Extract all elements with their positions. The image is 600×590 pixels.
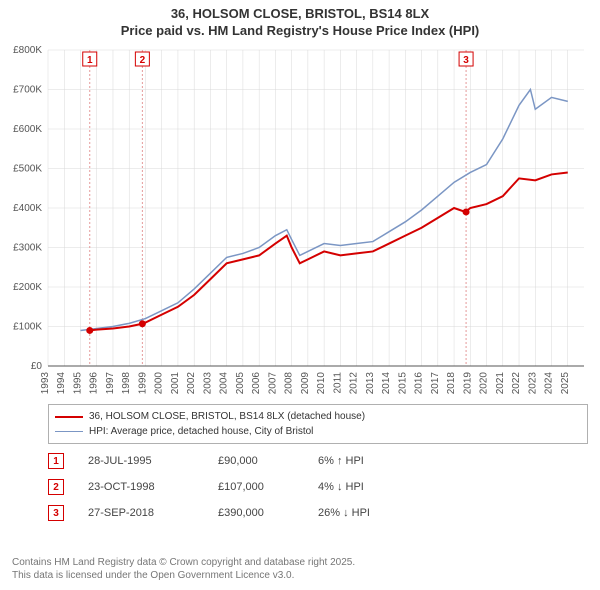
- svg-text:2019: 2019: [462, 372, 473, 395]
- footer-line1: Contains HM Land Registry data © Crown c…: [12, 556, 355, 569]
- svg-text:£300K: £300K: [13, 243, 42, 254]
- svg-text:2: 2: [140, 55, 146, 66]
- transaction-date: 23-OCT-1998: [88, 481, 218, 493]
- svg-text:£200K: £200K: [13, 282, 42, 293]
- svg-text:1998: 1998: [121, 372, 132, 395]
- svg-text:2014: 2014: [381, 372, 392, 395]
- transaction-marker: 3: [48, 505, 64, 521]
- svg-text:1: 1: [87, 55, 93, 66]
- svg-text:1999: 1999: [137, 372, 148, 395]
- transaction-price: £90,000: [218, 455, 318, 467]
- svg-text:2003: 2003: [202, 372, 213, 395]
- svg-text:2011: 2011: [332, 372, 343, 394]
- legend-label: HPI: Average price, detached house, City…: [89, 424, 313, 439]
- title-line1: 36, HOLSOM CLOSE, BRISTOL, BS14 8LX: [0, 6, 600, 23]
- svg-text:1996: 1996: [89, 372, 100, 395]
- transaction-marker: 2: [48, 479, 64, 495]
- svg-text:2010: 2010: [316, 372, 327, 395]
- transaction-date: 28-JUL-1995: [88, 455, 218, 467]
- chart-plot: £0£100K£200K£300K£400K£500K£600K£700K£80…: [48, 46, 588, 398]
- footer-line2: This data is licensed under the Open Gov…: [12, 569, 355, 582]
- svg-text:2022: 2022: [511, 372, 522, 395]
- svg-text:2020: 2020: [479, 372, 490, 395]
- transaction-price: £107,000: [218, 481, 318, 493]
- svg-text:1995: 1995: [72, 372, 83, 395]
- svg-text:2017: 2017: [430, 372, 441, 395]
- svg-text:£100K: £100K: [13, 322, 42, 333]
- svg-text:2008: 2008: [284, 372, 295, 395]
- svg-text:2015: 2015: [397, 372, 408, 395]
- transaction-row: 1 28-JUL-1995 £90,000 6% ↑ HPI: [48, 448, 588, 474]
- svg-text:2025: 2025: [560, 372, 571, 395]
- chart-title: 36, HOLSOM CLOSE, BRISTOL, BS14 8LX Pric…: [0, 0, 600, 40]
- chart-svg: £0£100K£200K£300K£400K£500K£600K£700K£80…: [48, 46, 588, 398]
- svg-text:2002: 2002: [186, 372, 197, 395]
- svg-text:2012: 2012: [349, 372, 360, 395]
- legend: 36, HOLSOM CLOSE, BRISTOL, BS14 8LX (det…: [48, 404, 588, 444]
- legend-swatch: [55, 416, 83, 418]
- svg-text:2005: 2005: [235, 372, 246, 395]
- transaction-diff: 4% ↓ HPI: [318, 481, 438, 493]
- svg-text:£800K: £800K: [13, 45, 42, 56]
- svg-text:2018: 2018: [446, 372, 457, 395]
- transaction-price: £390,000: [218, 507, 318, 519]
- svg-text:2023: 2023: [527, 372, 538, 395]
- svg-text:2000: 2000: [154, 372, 165, 395]
- transaction-date: 27-SEP-2018: [88, 507, 218, 519]
- svg-text:2006: 2006: [251, 372, 262, 395]
- svg-text:£500K: £500K: [13, 164, 42, 175]
- svg-text:1997: 1997: [105, 372, 116, 395]
- legend-row: HPI: Average price, detached house, City…: [55, 424, 581, 439]
- svg-text:2004: 2004: [219, 372, 230, 395]
- svg-text:2016: 2016: [414, 372, 425, 395]
- transaction-diff: 6% ↑ HPI: [318, 455, 438, 467]
- legend-row: 36, HOLSOM CLOSE, BRISTOL, BS14 8LX (det…: [55, 409, 581, 424]
- svg-text:£700K: £700K: [13, 85, 42, 96]
- svg-text:3: 3: [463, 55, 469, 66]
- svg-text:2024: 2024: [544, 372, 555, 395]
- svg-text:2001: 2001: [170, 372, 181, 395]
- transaction-marker: 1: [48, 453, 64, 469]
- svg-text:2009: 2009: [300, 372, 311, 395]
- svg-text:2021: 2021: [495, 372, 506, 395]
- svg-text:2007: 2007: [267, 372, 278, 395]
- legend-label: 36, HOLSOM CLOSE, BRISTOL, BS14 8LX (det…: [89, 409, 365, 424]
- transaction-row: 2 23-OCT-1998 £107,000 4% ↓ HPI: [48, 474, 588, 500]
- svg-text:2013: 2013: [365, 372, 376, 395]
- svg-text:1994: 1994: [56, 372, 67, 395]
- svg-text:£0: £0: [31, 361, 43, 372]
- svg-text:1993: 1993: [40, 372, 51, 395]
- transaction-diff: 26% ↓ HPI: [318, 507, 438, 519]
- title-line2: Price paid vs. HM Land Registry's House …: [0, 23, 600, 40]
- svg-text:£400K: £400K: [13, 203, 42, 214]
- legend-swatch: [55, 431, 83, 432]
- transactions-table: 1 28-JUL-1995 £90,000 6% ↑ HPI 2 23-OCT-…: [48, 448, 588, 526]
- svg-text:£600K: £600K: [13, 124, 42, 135]
- footer-attribution: Contains HM Land Registry data © Crown c…: [12, 556, 355, 582]
- transaction-row: 3 27-SEP-2018 £390,000 26% ↓ HPI: [48, 500, 588, 526]
